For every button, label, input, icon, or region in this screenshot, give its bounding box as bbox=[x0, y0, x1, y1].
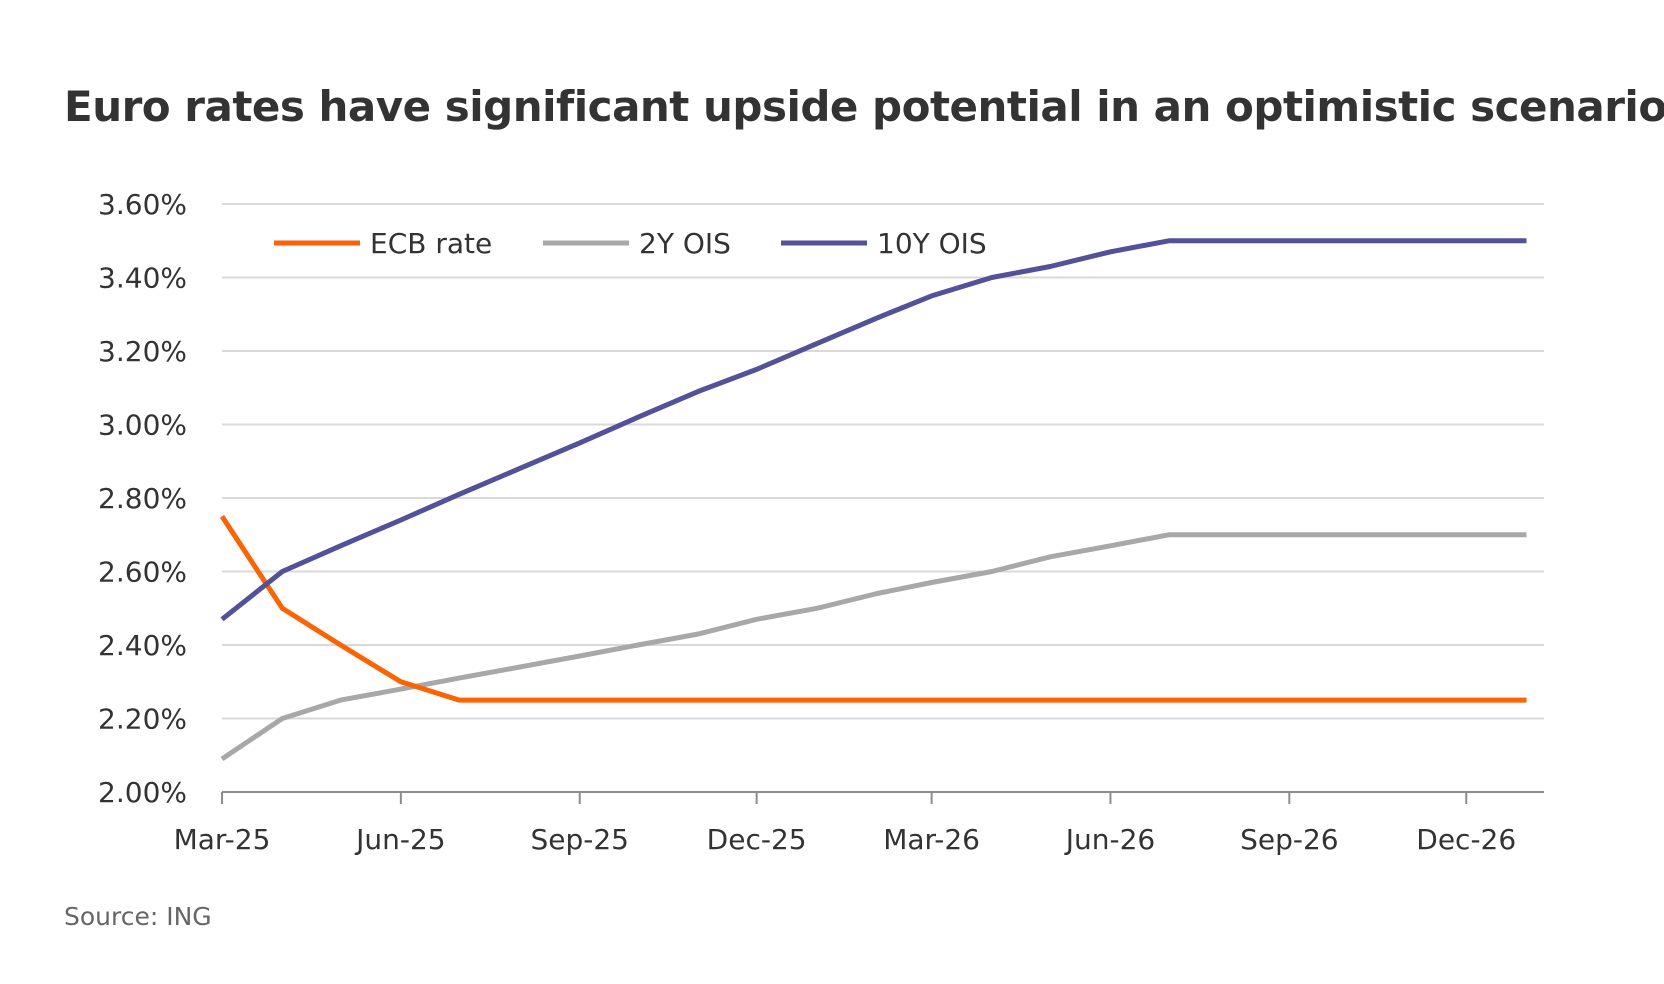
y-axis: 3.60% 3.40% 3.20% 3.00% 2.80% 2.60% 2.40% 2.20%… bbox=[98, 188, 187, 809]
source-note: Source: ING bbox=[64, 902, 212, 931]
x-tick-label: Mar-25 bbox=[174, 823, 271, 856]
legend-label-10y-ois: 10Y OIS bbox=[877, 227, 987, 260]
x-tick-label: Mar-26 bbox=[883, 823, 980, 856]
chart-title: Euro rates have significant upside poten… bbox=[64, 82, 1664, 131]
x-tick-label: Dec-25 bbox=[707, 823, 807, 856]
y-tick-label: 2.80% bbox=[98, 482, 187, 515]
y-tick-label: 3.20% bbox=[98, 335, 187, 368]
y-tick-label: 3.60% bbox=[98, 188, 187, 221]
y-tick-label: 2.20% bbox=[98, 703, 187, 736]
y-tick-label: 3.40% bbox=[98, 262, 187, 295]
legend: ECB rate 2Y OIS 10Y OIS bbox=[274, 227, 987, 260]
series-line-ecb-rate bbox=[219, 515, 1527, 703]
x-axis: Mar-25 Jun-25 Sep-25 Dec-25 Mar-26 Jun-26 Sep-… bbox=[174, 791, 1544, 856]
series-line-10y-ois bbox=[220, 238, 1527, 622]
legend-label-ecb-rate: ECB rate bbox=[370, 227, 492, 260]
y-tick-label: 2.60% bbox=[98, 556, 187, 589]
x-tick-label: Jun-26 bbox=[1064, 823, 1155, 856]
x-tick-label: Sep-26 bbox=[1240, 823, 1339, 856]
gridlines bbox=[222, 203, 1544, 720]
series-lines bbox=[219, 238, 1527, 761]
legend-label-2y-ois: 2Y OIS bbox=[639, 227, 731, 260]
x-tick-label: Jun-25 bbox=[354, 823, 445, 856]
x-tick-label: Sep-25 bbox=[530, 823, 629, 856]
y-tick-label: 3.00% bbox=[98, 409, 187, 442]
y-tick-label: 2.00% bbox=[98, 776, 187, 809]
x-tick-label: Dec-26 bbox=[1416, 823, 1516, 856]
y-tick-label: 2.40% bbox=[98, 629, 187, 662]
series-line-2y-ois bbox=[220, 532, 1527, 761]
